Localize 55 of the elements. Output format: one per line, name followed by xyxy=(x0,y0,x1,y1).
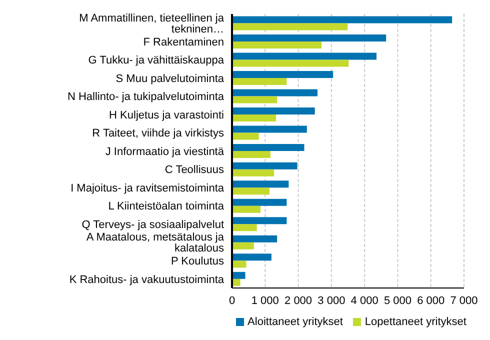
bar xyxy=(232,144,304,152)
x-tick-label: 6 000 xyxy=(417,294,445,307)
bar xyxy=(232,78,287,85)
y-tick-label: Q Terveys- ja sosiaalipalvelut xyxy=(82,218,224,231)
bar xyxy=(232,70,334,78)
x-tick-label: 5 000 xyxy=(384,294,412,307)
bar xyxy=(232,132,259,140)
bar xyxy=(232,34,386,42)
x-tick-label: 4 000 xyxy=(350,294,378,307)
y-tick-label: H Kuljetus ja varastointi xyxy=(109,109,224,122)
bar xyxy=(232,89,318,96)
bar xyxy=(232,126,307,133)
bar xyxy=(232,217,287,224)
bar xyxy=(232,206,261,213)
x-tick-label: 1 000 xyxy=(251,294,279,307)
legend-label: Lopettaneet yritykset xyxy=(364,316,466,328)
bar xyxy=(232,114,276,122)
bar xyxy=(232,16,452,24)
y-tick-label: L Kiinteistöalan toiminta xyxy=(108,200,225,213)
x-tick-label: 3 000 xyxy=(318,294,346,307)
bar xyxy=(232,108,315,115)
y-tick-label: N Hallinto- ja tukipalvelutoiminta xyxy=(67,91,225,104)
bar xyxy=(232,254,272,261)
bar xyxy=(232,272,246,279)
bar xyxy=(232,180,289,188)
x-tick-label: 7 000 xyxy=(450,294,478,307)
bar xyxy=(232,52,377,60)
bar xyxy=(232,224,257,232)
bar xyxy=(232,188,270,195)
bar xyxy=(232,242,254,250)
bar xyxy=(232,23,348,30)
y-tick-label: K Rahoitus- ja vakuutustoiminta xyxy=(69,274,225,286)
bar xyxy=(232,198,287,206)
bar xyxy=(232,151,270,158)
x-tick-label: 0 xyxy=(228,294,236,307)
y-tick-label: M Ammatillinen, tieteellinen ja tekninen… xyxy=(79,12,225,36)
bar xyxy=(232,260,246,268)
y-tick-label: S Muu palvelutoiminta xyxy=(116,72,225,85)
x-tick-label: 2 000 xyxy=(284,294,312,307)
y-tick-label: A Maatalous, metsätalous ja kalatalous xyxy=(86,232,225,255)
bar xyxy=(232,41,322,48)
bar xyxy=(232,96,278,104)
y-tick-label: G Tukku- ja vähittäiskauppa xyxy=(88,54,225,67)
y-tick-label: C Teollisuus xyxy=(164,164,224,176)
y-tick-label: P Koulutus xyxy=(170,256,224,268)
y-tick-label: F Rakentaminen xyxy=(143,36,224,48)
bar xyxy=(232,162,298,170)
bar xyxy=(232,169,274,176)
bar xyxy=(232,60,349,67)
legend-label: Aloittaneet yritykset xyxy=(248,316,343,328)
bar xyxy=(232,278,240,286)
y-tick-label: J Informaatio ja viestintä xyxy=(105,146,225,158)
bar xyxy=(232,235,278,242)
y-tick-label: R Taiteet, viihde ja virkistys xyxy=(92,128,224,140)
y-tick-label: I Majoitus- ja ravitsemistoiminta xyxy=(70,182,225,194)
